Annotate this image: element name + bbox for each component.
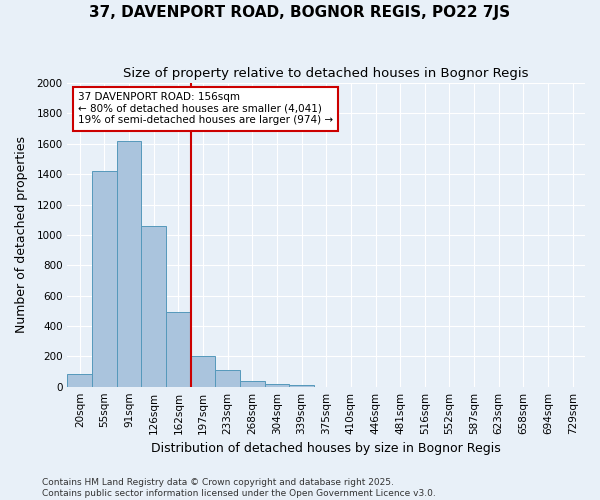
Y-axis label: Number of detached properties: Number of detached properties [15,136,28,334]
Title: Size of property relative to detached houses in Bognor Regis: Size of property relative to detached ho… [124,68,529,80]
Bar [142,226,166,386]
Bar [67,374,92,386]
Bar [117,140,142,386]
Bar [191,356,215,386]
Text: 37 DAVENPORT ROAD: 156sqm
← 80% of detached houses are smaller (4,041)
19% of se: 37 DAVENPORT ROAD: 156sqm ← 80% of detac… [78,92,333,126]
X-axis label: Distribution of detached houses by size in Bognor Regis: Distribution of detached houses by size … [151,442,501,455]
Text: 37, DAVENPORT ROAD, BOGNOR REGIS, PO22 7JS: 37, DAVENPORT ROAD, BOGNOR REGIS, PO22 7… [89,5,511,20]
Bar [92,171,117,386]
Text: Contains HM Land Registry data © Crown copyright and database right 2025.
Contai: Contains HM Land Registry data © Crown c… [42,478,436,498]
Bar [166,312,191,386]
Bar [240,381,265,386]
Bar [289,384,314,386]
Bar [265,384,289,386]
Bar [215,370,240,386]
